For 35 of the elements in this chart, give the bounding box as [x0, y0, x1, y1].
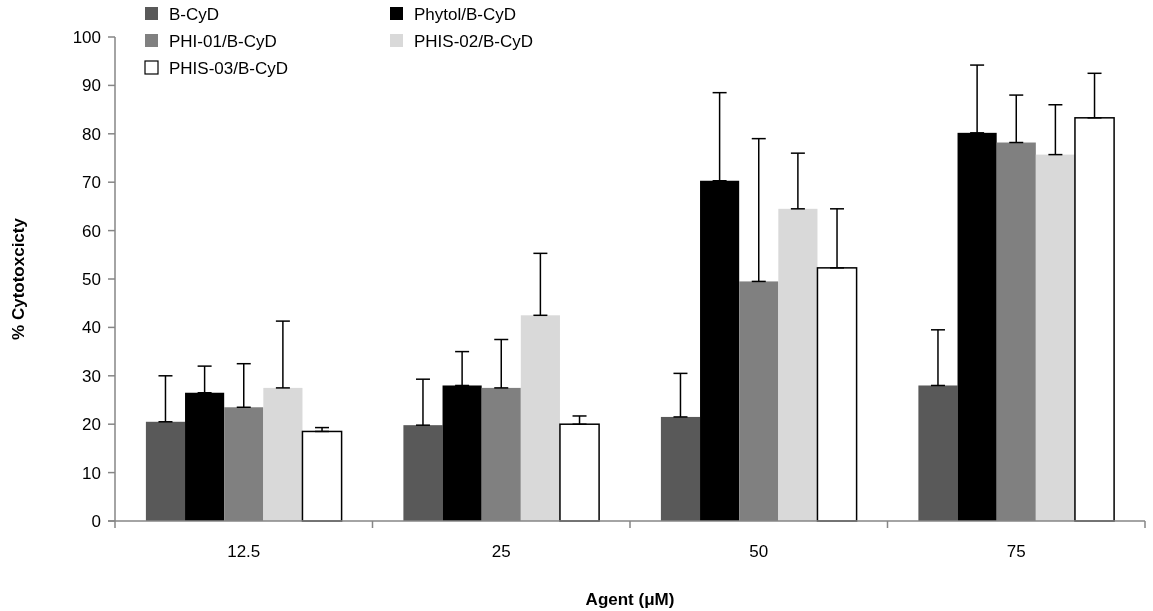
legend-label: PHIS-02/B-CyD [414, 31, 534, 51]
bar [403, 425, 443, 521]
bar [520, 315, 560, 521]
bar [1035, 154, 1075, 521]
y-tick-label: 20 [82, 415, 101, 435]
x-tick-label: 25 [491, 542, 511, 561]
bar [957, 132, 997, 521]
legend-label: PHI-01/B-CyD [169, 31, 277, 51]
bar [263, 387, 303, 521]
bar [778, 208, 818, 521]
y-tick-label: 0 [91, 511, 101, 531]
x-tick-label: 75 [1006, 542, 1026, 561]
y-tick-label: 70 [82, 173, 101, 193]
x-tick-label: 12.5 [227, 542, 261, 561]
y-tick-label: 60 [82, 221, 101, 241]
y-tick-label: 30 [82, 366, 101, 386]
bar [816, 267, 858, 522]
y-tick-label: 10 [82, 463, 101, 483]
y-tick-label: 50 [82, 269, 101, 289]
y-tick-label: 100 [72, 27, 101, 47]
x-tick-label: 50 [749, 542, 769, 561]
y-axis-title: % Cytotoxcicty [9, 217, 28, 340]
legend-label: B-CyD [169, 4, 220, 24]
y-tick-label: 80 [82, 124, 101, 144]
bar [918, 385, 958, 521]
y-tick-label: 40 [82, 318, 101, 338]
bar [145, 421, 186, 521]
legend-label: Phytol/B-CyD [414, 4, 517, 24]
bar [301, 430, 343, 522]
bar [559, 423, 600, 522]
y-tick-label: 90 [82, 76, 101, 96]
x-axis-title: Agent (μM) [585, 590, 675, 609]
legend-label: PHIS-03/B-CyD [169, 58, 289, 78]
bar [660, 416, 701, 521]
bar [1074, 117, 1115, 522]
